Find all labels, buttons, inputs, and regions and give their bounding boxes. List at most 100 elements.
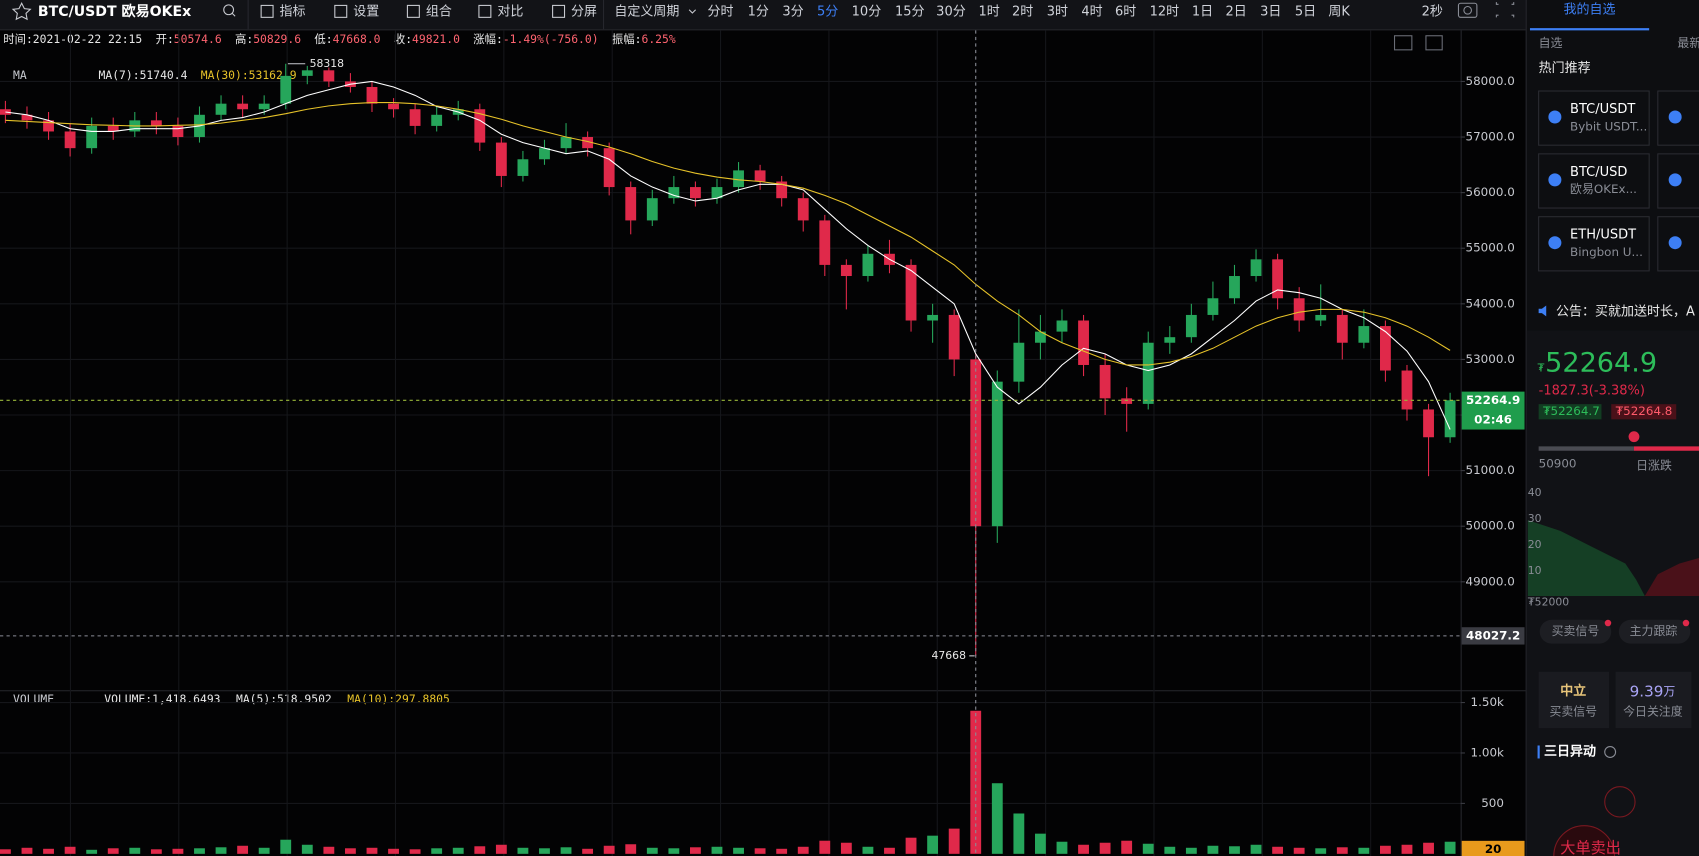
candle-body — [86, 125, 98, 149]
depth-price: ₮52000 — [1528, 595, 1569, 608]
volume-bar — [1358, 847, 1370, 854]
period[interactable]: 5日 — [1295, 4, 1316, 19]
signal-label: 买卖信号 — [1549, 704, 1597, 718]
period[interactable]: 1时 — [978, 4, 999, 19]
period[interactable]: 2时 — [1012, 4, 1033, 19]
attention-card[interactable] — [1615, 671, 1692, 729]
price-change: -1827.3(-3.38%) — [1539, 384, 1645, 399]
volume-bar — [0, 849, 11, 854]
candle-body — [539, 148, 550, 160]
button[interactable] — [1618, 619, 1691, 644]
volume-bar — [948, 828, 960, 854]
section-title: 三日异动 — [1544, 744, 1596, 759]
chart-layer: 49000.050000.051000.052000.053000.054000… — [0, 30, 1525, 856]
help-icon[interactable] — [1604, 746, 1617, 758]
info-value: 50574.6 — [174, 32, 222, 46]
tool[interactable]: 分屏 — [571, 4, 597, 19]
bubble — [1604, 786, 1636, 818]
tool[interactable]: 组合 — [426, 4, 452, 19]
volume-bar — [172, 848, 184, 854]
period[interactable]: 1日 — [1192, 4, 1213, 19]
refresh-rate[interactable]: 2秒 — [1422, 4, 1443, 19]
period[interactable]: 5分 — [817, 4, 838, 19]
ma-line — [5, 80, 1451, 430]
candle-body — [1121, 398, 1133, 404]
check-icon — [1548, 173, 1562, 187]
candle-body — [560, 137, 572, 149]
tool[interactable]: 对比 — [497, 4, 523, 19]
camera-icon[interactable] — [1457, 2, 1478, 18]
vol-ma10-label: MA(10):297.8805 — [347, 692, 450, 706]
candle-body — [862, 253, 874, 277]
period[interactable]: 3分 — [782, 4, 803, 19]
candle-body — [301, 70, 313, 76]
candle-body — [840, 264, 852, 277]
volume-bar — [409, 849, 421, 854]
candle-body — [1142, 342, 1154, 404]
candle-body — [1013, 342, 1025, 382]
volume-bar — [237, 845, 249, 854]
volume-bar — [1164, 846, 1176, 854]
volume-bar — [388, 848, 399, 854]
tool-icon[interactable] — [1425, 35, 1443, 51]
max-label: 58318 — [310, 57, 345, 70]
volume-bar — [560, 847, 572, 854]
tab[interactable]: 我的自选 — [1564, 1, 1616, 17]
info-value: 50829.6 — [253, 32, 301, 46]
button-label: 买卖信号 — [1552, 624, 1600, 638]
star-icon[interactable] — [11, 2, 32, 21]
sub-tab[interactable]: 最新 — [1677, 36, 1699, 50]
period[interactable]: 3日 — [1260, 4, 1281, 19]
sub-tab[interactable]: 自选 — [1539, 36, 1563, 50]
candle-body — [776, 181, 788, 199]
search-icon[interactable] — [223, 4, 235, 16]
period[interactable]: 3时 — [1047, 4, 1068, 19]
countdown: 02:46 — [1474, 412, 1512, 426]
volume-bar — [754, 848, 766, 854]
candle-body — [495, 142, 507, 176]
volume-bar — [927, 835, 939, 854]
period[interactable]: 12时 — [1150, 4, 1180, 19]
tool[interactable]: 指标 — [280, 4, 306, 19]
y-tick-label: 50000.0 — [1466, 519, 1515, 533]
period[interactable]: 4时 — [1081, 4, 1102, 19]
range-label: 日涨跌 — [1636, 458, 1672, 472]
period[interactable]: 周K — [1328, 4, 1350, 19]
period[interactable]: 1分 — [748, 4, 769, 19]
button[interactable] — [1539, 619, 1612, 644]
candle-body — [21, 114, 33, 121]
candle-body — [582, 137, 594, 149]
period[interactable]: 10分 — [852, 4, 882, 19]
volume-bar — [150, 849, 162, 854]
info-value: -1.49%(-756.0) — [503, 32, 599, 46]
tool-icon[interactable] — [1393, 35, 1413, 51]
camera-icon — [1463, 5, 1472, 15]
notice[interactable]: 公告：买就加送时长，A — [1556, 305, 1695, 320]
symbol[interactable]: BTC/USDT 欧易OKEx — [38, 3, 191, 20]
volume-bar — [603, 845, 615, 854]
volume-bar — [1272, 846, 1284, 854]
volume-bar — [1121, 840, 1133, 854]
last-price-box — [1461, 391, 1525, 430]
custom-period[interactable]: 自定义周期 — [614, 4, 679, 19]
candle-body — [711, 187, 723, 199]
candle-body — [1099, 364, 1111, 399]
bubble — [1553, 825, 1616, 856]
period[interactable]: 30分 — [936, 4, 966, 19]
y-tick-label: 56000.0 — [1466, 185, 1515, 199]
period[interactable]: 2日 — [1225, 4, 1246, 19]
period[interactable]: 15分 — [895, 4, 925, 19]
period[interactable]: 分时 — [708, 4, 734, 19]
period[interactable]: 6时 — [1115, 4, 1136, 19]
volume-bar — [862, 846, 874, 854]
y-tick-label: 55000.0 — [1466, 241, 1515, 255]
volume-bar — [1315, 848, 1327, 854]
volume-bar — [668, 848, 680, 854]
candle-body — [927, 314, 939, 321]
tool[interactable]: 设置 — [353, 4, 379, 19]
fullscreen-icon[interactable] — [1495, 2, 1515, 18]
volume-bar — [776, 848, 788, 854]
volume-bar — [495, 844, 507, 854]
candle-body — [215, 103, 227, 115]
signal-card[interactable] — [1538, 671, 1610, 729]
